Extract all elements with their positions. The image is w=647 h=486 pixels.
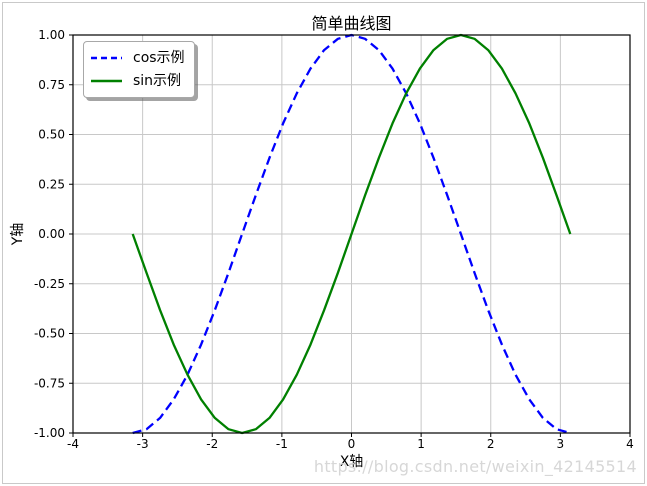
y-tick-label: 0.75 bbox=[38, 78, 65, 92]
y-tick-label: 0.25 bbox=[38, 177, 65, 191]
watermark: https://blog.csdn.net/weixin_42145514 bbox=[313, 457, 637, 476]
legend: cos示例 sin示例 bbox=[83, 41, 195, 98]
y-tick-label: -0.75 bbox=[34, 376, 65, 390]
x-tick-label: -4 bbox=[67, 437, 79, 451]
x-tick-label: 0 bbox=[348, 437, 356, 451]
y-tick-label: 0.50 bbox=[38, 128, 65, 142]
y-axis-label: Y轴 bbox=[10, 222, 26, 246]
x-tick-label: -3 bbox=[137, 437, 149, 451]
legend-label-sin: sin示例 bbox=[133, 72, 182, 89]
y-tick-label: -0.25 bbox=[34, 277, 65, 291]
legend-label-cos: cos示例 bbox=[133, 50, 185, 67]
y-tick-label: -1.00 bbox=[34, 426, 65, 440]
cos-dashed-line-sample bbox=[91, 57, 122, 60]
x-tick-label: 4 bbox=[626, 437, 634, 451]
chart-title: 简单曲线图 bbox=[311, 14, 392, 33]
x-axis-label: X轴 bbox=[339, 454, 364, 470]
y-tick-label: 1.00 bbox=[38, 28, 65, 42]
sin-solid-line-sample bbox=[91, 79, 122, 82]
x-tick-label: 1 bbox=[417, 437, 425, 451]
x-tick-label: -2 bbox=[206, 437, 218, 451]
y-tick-label: 0.00 bbox=[38, 227, 65, 241]
series-line-sin bbox=[131, 33, 572, 435]
legend-item-sin: sin示例 bbox=[91, 74, 186, 88]
legend-item-cos: cos示例 bbox=[91, 51, 186, 65]
x-tick-label: -1 bbox=[276, 437, 288, 451]
x-tick-label: 2 bbox=[487, 437, 495, 451]
y-tick-label: -0.50 bbox=[34, 327, 65, 341]
x-tick-label: 3 bbox=[557, 437, 565, 451]
